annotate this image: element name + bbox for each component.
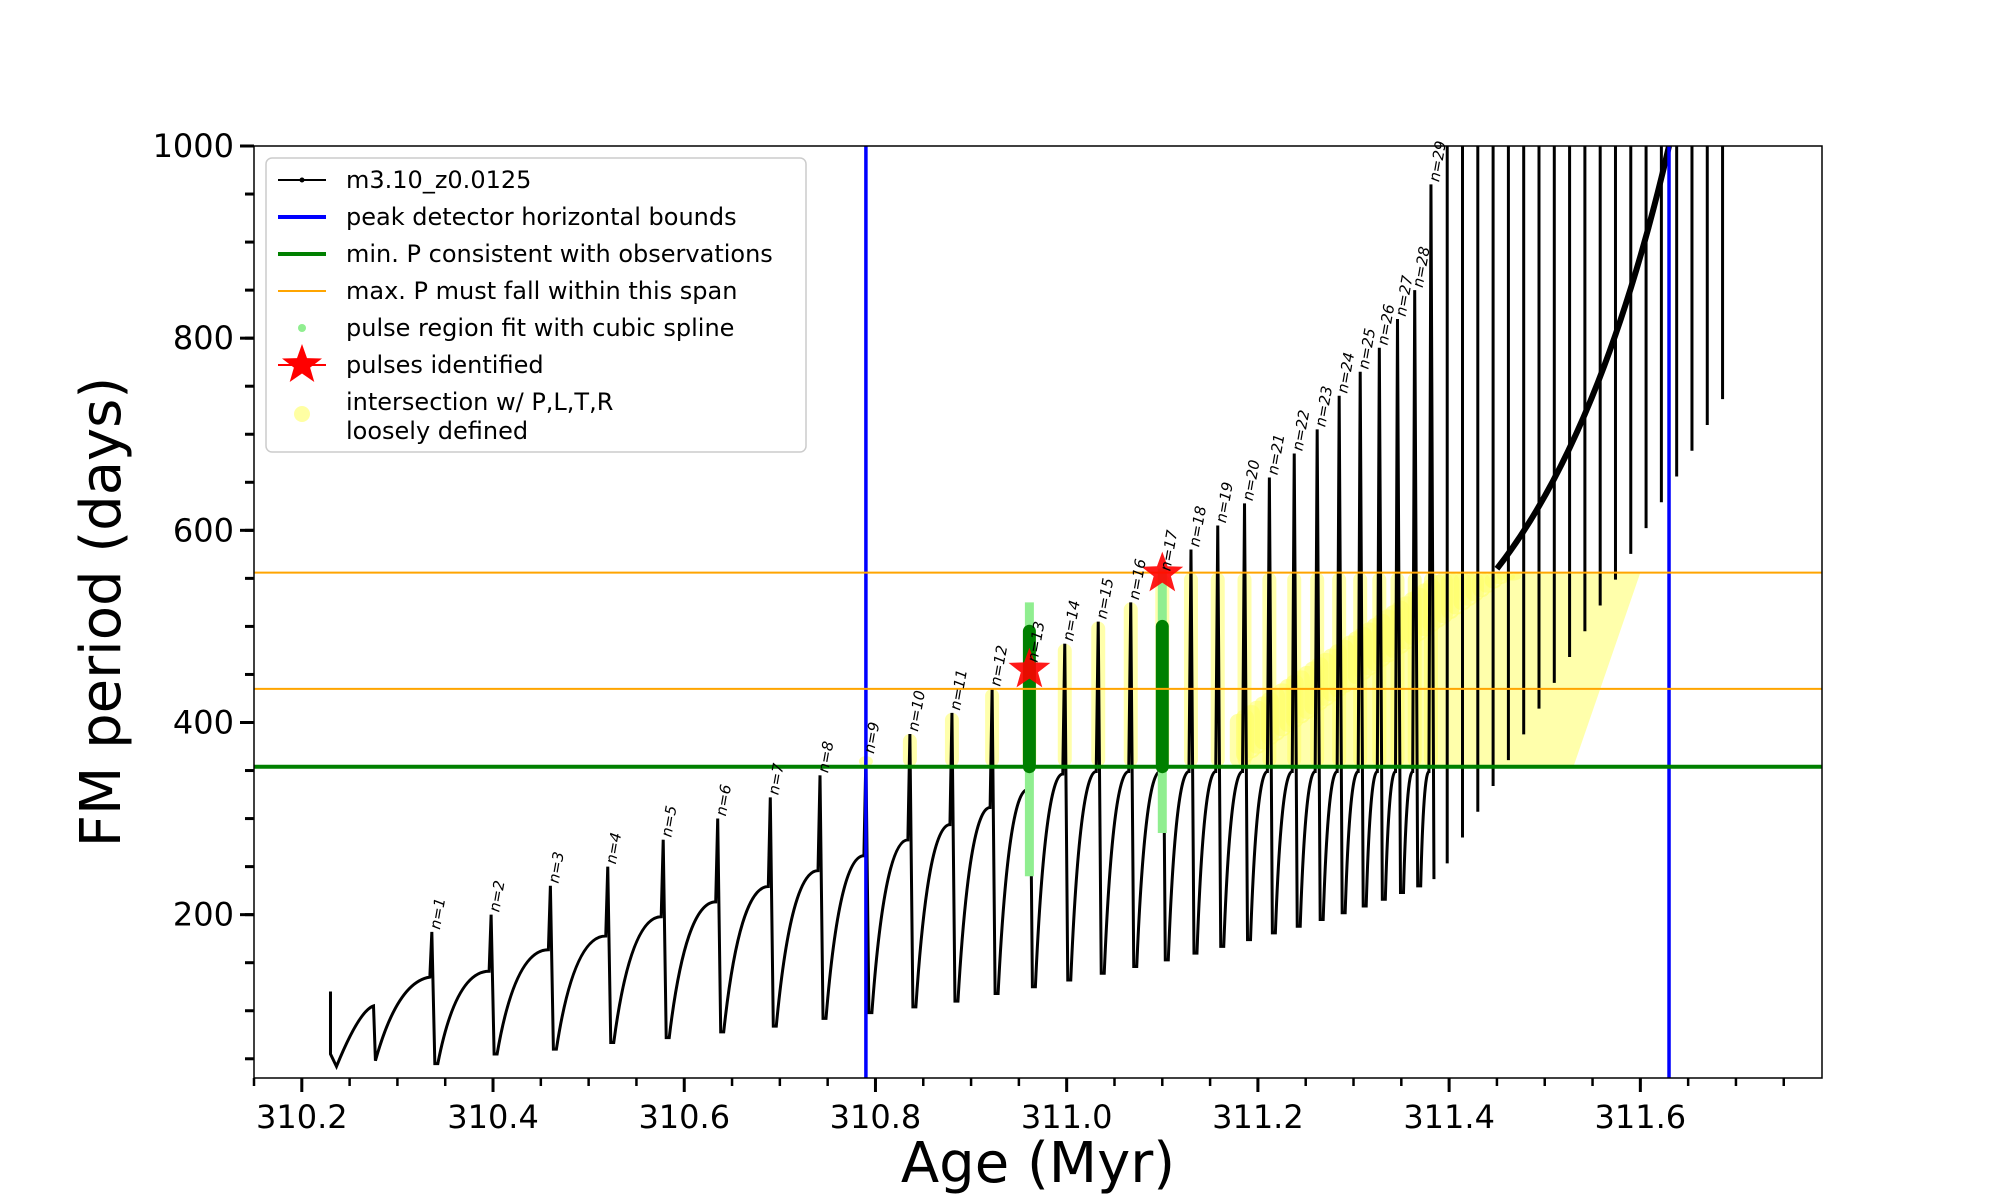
y-axis-title: FM period (days): [69, 377, 134, 847]
y-tick-label: 400: [173, 703, 234, 741]
y-tick-label: 1000: [153, 127, 234, 165]
pulse-label-n3: n=3: [545, 850, 568, 884]
legend-label: m3.10_z0.0125: [346, 166, 531, 194]
pulse-label-n1: n=1: [426, 896, 449, 930]
pulse-label-n9: n=9: [860, 721, 883, 755]
y-tick-label: 600: [173, 511, 234, 549]
pulse-label-n4: n=4: [602, 831, 625, 865]
pulse-label-n7: n=7: [765, 761, 788, 796]
legend-swatch-dot: [298, 324, 306, 332]
y-tick-label: 800: [173, 319, 234, 357]
axes: 310.2 310.4 310.6 310.8 311.0 311.2 311.4 311.6…: [153, 127, 1786, 1136]
plot-frame: [253, 145, 1823, 1079]
data-layer: [328, 146, 1725, 1071]
pulse-label-n2: n=2: [485, 879, 508, 913]
legend-swatch-bigdot: [294, 406, 310, 422]
x-tick-label: 311.2: [1212, 1098, 1304, 1136]
legend-label: pulses identified: [346, 351, 544, 379]
legend-swatch-dot: [299, 177, 305, 183]
x-tick-label: 310.4: [447, 1098, 539, 1136]
x-tick-label: 311.0: [1021, 1098, 1113, 1136]
pulse-label-n6: n=6: [712, 783, 735, 817]
legend-box: [265, 157, 807, 453]
x-tick-label: 310.8: [830, 1098, 922, 1136]
x-tick-label: 310.6: [638, 1098, 730, 1136]
y-tick-label: 200: [173, 896, 234, 934]
legend-swatch-star: [282, 344, 322, 382]
legend-label-line2: loosely defined: [346, 417, 528, 445]
legend-label: peak detector horizontal bounds: [346, 203, 737, 231]
x-tick-label: 310.2: [256, 1098, 348, 1136]
late-pulses: [1445, 146, 1725, 864]
legend-label: intersection w/ P,L,T,R: [346, 388, 613, 416]
pulse-identified-star: [1141, 551, 1184, 592]
legend-label: max. P must fall within this span: [346, 277, 737, 305]
pulse-label-n5: n=5: [657, 804, 680, 838]
x-axis-title: Age (Myr): [901, 1131, 1175, 1196]
pulse-label-n8: n=8: [814, 740, 837, 774]
pulse-identified-star: [1008, 647, 1051, 688]
legend-label: min. P consistent with observations: [346, 240, 773, 268]
legend-label: pulse region fit with cubic spline: [346, 314, 734, 342]
reference-lines: [254, 146, 1822, 1078]
x-tick-label: 311.4: [1403, 1098, 1495, 1136]
track-m3.10_z0.0125: [328, 184, 1436, 1071]
late-envelope: [1494, 146, 1672, 571]
x-tick-label: 311.6: [1595, 1098, 1687, 1136]
